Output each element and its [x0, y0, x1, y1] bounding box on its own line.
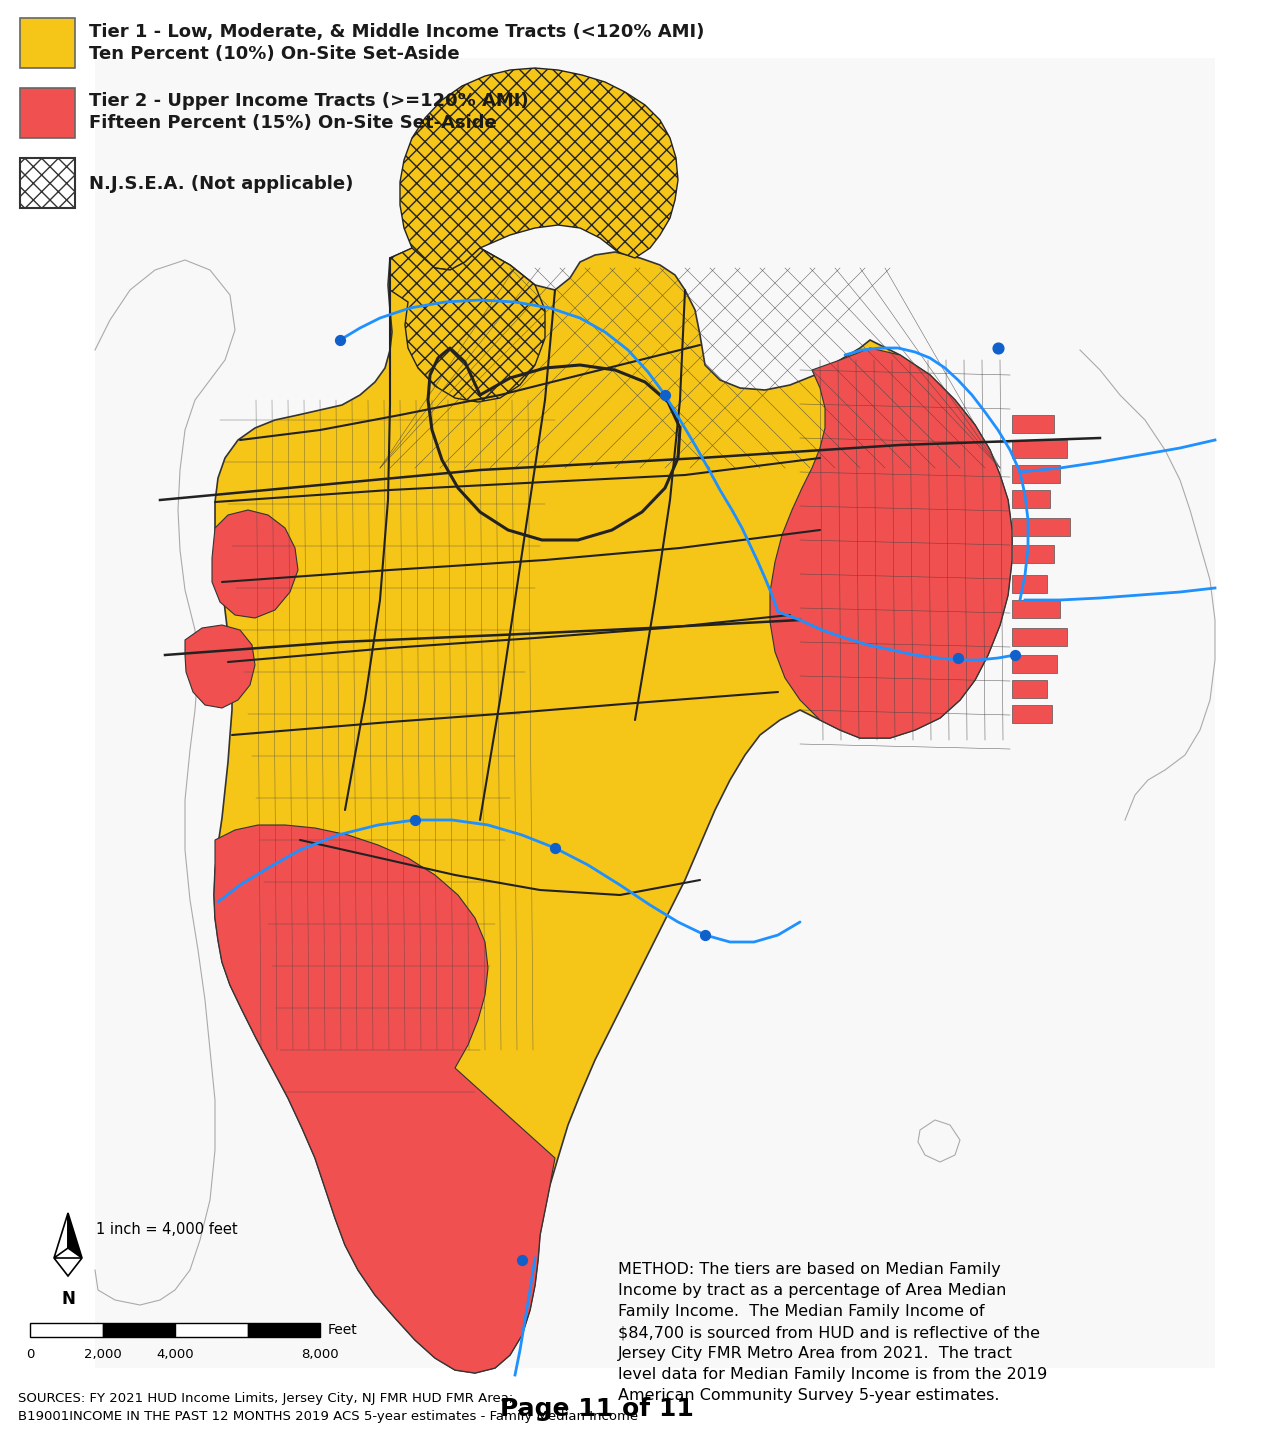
Text: METHOD: The tiers are based on Median Family
Income by tract as a percentage of : METHOD: The tiers are based on Median Fa…	[618, 1262, 1047, 1403]
Text: Feet: Feet	[328, 1323, 357, 1336]
Text: N.J.S.E.A. (Not applicable): N.J.S.E.A. (Not applicable)	[88, 176, 354, 193]
Polygon shape	[68, 1213, 82, 1258]
Polygon shape	[213, 826, 554, 1373]
Bar	[1012, 601, 1060, 618]
Bar	[102, 1323, 176, 1336]
Bar	[1012, 518, 1070, 535]
Bar	[1012, 575, 1047, 593]
Text: Fifteen Percent (15%) On-Site Set-Aside: Fifteen Percent (15%) On-Site Set-Aside	[88, 115, 496, 132]
Bar	[176, 1323, 248, 1336]
Bar	[1012, 464, 1060, 483]
Point	[1005, 643, 1026, 666]
Bar	[248, 1323, 320, 1336]
Point	[544, 836, 565, 859]
Bar	[1012, 628, 1067, 646]
Text: 1 inch = 4,000 feet: 1 inch = 4,000 feet	[96, 1223, 237, 1238]
Text: Page 11 of 11: Page 11 of 11	[500, 1397, 693, 1421]
Text: B19001INCOME IN THE PAST 12 MONTHS 2019 ACS 5-year estimates - Family Median Inc: B19001INCOME IN THE PAST 12 MONTHS 2019 …	[18, 1410, 638, 1423]
Text: Tier 1 - Low, Moderate, & Middle Income Tracts (<120% AMI): Tier 1 - Low, Moderate, & Middle Income …	[88, 23, 705, 41]
Polygon shape	[54, 1213, 68, 1258]
Bar	[20, 89, 75, 138]
Bar	[1012, 440, 1067, 459]
Point	[988, 337, 1008, 360]
Bar	[1012, 681, 1047, 698]
Polygon shape	[54, 1258, 82, 1275]
Text: Ten Percent (10%) On-Site Set-Aside: Ten Percent (10%) On-Site Set-Aside	[88, 45, 460, 62]
Bar	[1012, 654, 1057, 673]
Text: 0: 0	[25, 1348, 34, 1361]
Text: 2,000: 2,000	[83, 1348, 121, 1361]
Text: Tier 2 - Upper Income Tracts (>=120% AMI): Tier 2 - Upper Income Tracts (>=120% AMI…	[88, 91, 529, 110]
Polygon shape	[212, 509, 298, 618]
Polygon shape	[184, 625, 255, 708]
Bar	[1012, 705, 1052, 723]
Point	[655, 383, 676, 406]
Point	[512, 1248, 532, 1271]
Bar	[1012, 415, 1055, 432]
Point	[405, 808, 426, 831]
Point	[949, 646, 969, 669]
Bar	[30, 1323, 102, 1336]
Text: 8,000: 8,000	[301, 1348, 338, 1361]
Polygon shape	[390, 248, 546, 402]
Polygon shape	[400, 68, 678, 270]
Text: SOURCES: FY 2021 HUD Income Limits, Jersey City, NJ FMR HUD FMR Area;: SOURCES: FY 2021 HUD Income Limits, Jers…	[18, 1392, 513, 1405]
Point	[330, 328, 350, 351]
Polygon shape	[770, 348, 1012, 739]
Bar	[20, 158, 75, 207]
Point	[695, 923, 715, 946]
Bar	[1012, 490, 1050, 508]
Bar	[1012, 546, 1055, 563]
Bar	[95, 58, 1215, 1368]
Text: N: N	[61, 1290, 75, 1307]
Text: 4,000: 4,000	[157, 1348, 193, 1361]
Polygon shape	[213, 239, 1012, 1373]
Bar	[20, 17, 75, 68]
